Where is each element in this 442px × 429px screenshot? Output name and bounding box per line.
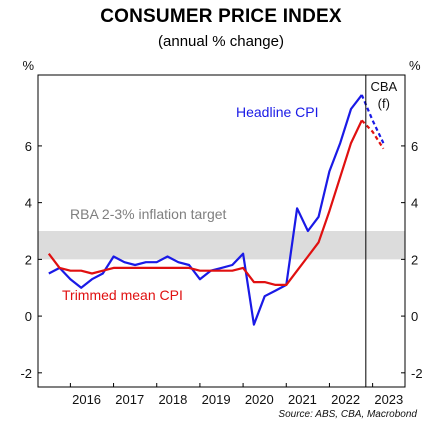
y-tick-label-left: 4 bbox=[25, 196, 32, 211]
x-tick-label: 2023 bbox=[374, 392, 403, 407]
series-label-headline: Headline CPI bbox=[236, 104, 319, 120]
series-label-trimmed: Trimmed mean CPI bbox=[62, 287, 183, 303]
y-tick-label-right: -2 bbox=[411, 366, 423, 381]
y-tick-label-right: 6 bbox=[411, 139, 418, 154]
y-tick-label-left: 6 bbox=[25, 139, 32, 154]
y-tick-label-right: 4 bbox=[411, 196, 418, 211]
y-unit-left: % bbox=[22, 58, 34, 73]
source-note: Source: ABS, CBA, Macrobond bbox=[278, 409, 417, 420]
y-tick-label-left: -2 bbox=[20, 366, 32, 381]
target-band bbox=[38, 231, 405, 260]
x-tick-label: 2016 bbox=[72, 392, 101, 407]
series-line-3 bbox=[361, 119, 385, 150]
plot-frame bbox=[37, 74, 406, 388]
x-tick-label: 2020 bbox=[245, 392, 274, 407]
y-unit-right: % bbox=[409, 58, 421, 73]
forecast-label-sub: (f) bbox=[378, 96, 390, 111]
x-tick-label: 2018 bbox=[158, 392, 187, 407]
chart-title: CONSUMER PRICE INDEX bbox=[100, 6, 342, 27]
target-band-label: RBA 2-3% inflation target bbox=[70, 206, 227, 222]
y-tick-label-right: 0 bbox=[411, 309, 418, 324]
y-tick-label-left: 0 bbox=[25, 309, 32, 324]
x-tick-label: 2017 bbox=[115, 392, 144, 407]
y-tick-label-right: 2 bbox=[411, 252, 418, 267]
forecast-label: CBA bbox=[370, 79, 397, 94]
series-line-1 bbox=[47, 119, 363, 286]
y-tick-label-left: 2 bbox=[25, 252, 32, 267]
series-line-0 bbox=[48, 94, 363, 326]
x-tick-label: 2021 bbox=[288, 392, 317, 407]
x-tick-label: 2019 bbox=[202, 392, 231, 407]
chart-subtitle: (annual % change) bbox=[158, 33, 284, 50]
x-tick-label: 2022 bbox=[331, 392, 360, 407]
